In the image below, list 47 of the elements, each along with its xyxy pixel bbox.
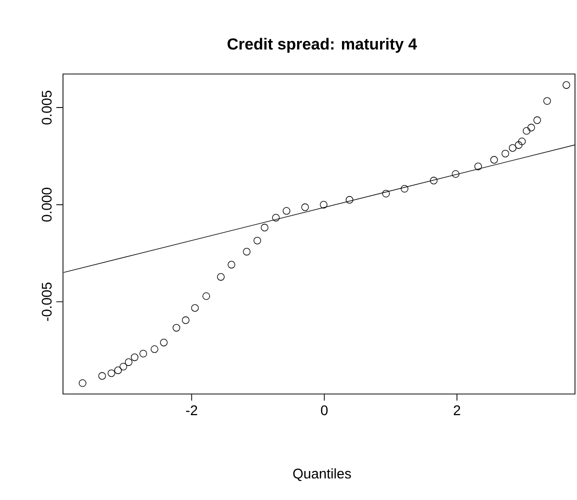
point	[474, 162, 482, 170]
point	[400, 184, 408, 193]
point	[108, 369, 116, 378]
point	[562, 81, 570, 89]
point	[130, 354, 138, 362]
chart-title: Credit spread: maturity 4	[228, 38, 417, 53]
point	[502, 150, 510, 158]
point	[120, 362, 128, 370]
point	[272, 214, 280, 222]
point	[301, 203, 309, 211]
point	[191, 304, 199, 312]
point	[490, 156, 498, 164]
point	[124, 358, 132, 366]
point	[98, 372, 106, 380]
point	[228, 260, 236, 268]
y-tick-label: 0.000	[42, 188, 52, 222]
point	[382, 190, 390, 198]
point	[543, 97, 551, 105]
point	[78, 379, 86, 387]
point	[320, 200, 328, 208]
y-tick-label: -0.005	[42, 282, 52, 321]
point	[172, 324, 180, 332]
point	[533, 116, 541, 124]
point	[346, 196, 354, 204]
point	[254, 236, 262, 244]
point	[452, 170, 460, 178]
x-axis-title: Quantiles	[293, 468, 351, 482]
point	[508, 144, 516, 152]
x-tick-label: -2	[186, 405, 198, 416]
point	[139, 350, 148, 358]
point	[114, 366, 122, 374]
point	[242, 248, 250, 256]
point	[430, 176, 438, 184]
point	[527, 124, 536, 132]
point	[514, 141, 522, 149]
point	[160, 338, 168, 346]
point	[202, 292, 210, 300]
point	[282, 207, 290, 215]
y-tick-label: 0.005	[42, 90, 52, 124]
point	[182, 316, 190, 324]
point	[518, 138, 526, 146]
x-tick-label: 2	[454, 405, 460, 416]
point	[150, 345, 158, 353]
x-tick-label: 0	[320, 405, 328, 416]
point	[217, 273, 225, 281]
point	[522, 127, 530, 135]
point	[260, 224, 268, 232]
